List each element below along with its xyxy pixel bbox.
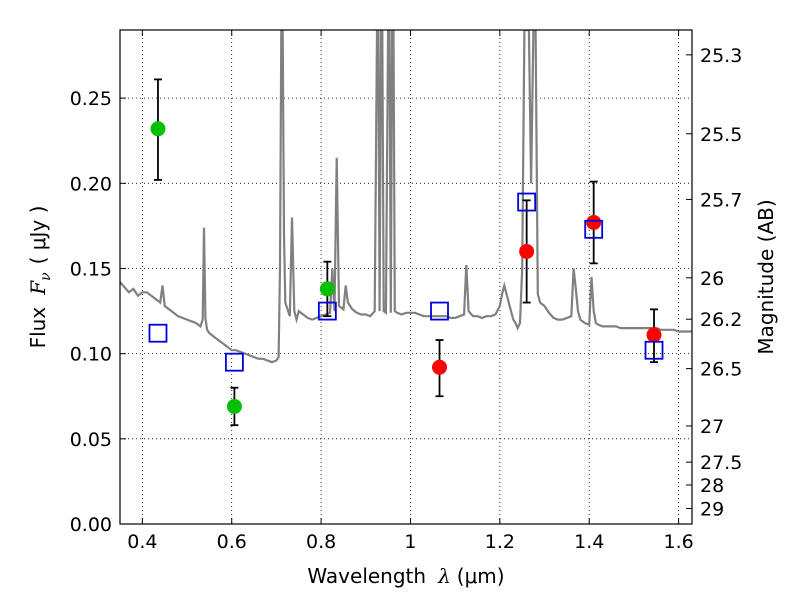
y-tick-label: 0.00 bbox=[70, 514, 112, 536]
right-tick-label: 25.7 bbox=[700, 189, 742, 211]
plot-frame bbox=[119, 29, 693, 525]
y-tick-label: 0.05 bbox=[70, 429, 112, 451]
model-photometry-point bbox=[317, 301, 337, 321]
model-spectrum bbox=[120, 30, 692, 364]
model-photometry-point bbox=[430, 301, 449, 321]
model-photometry-point bbox=[517, 192, 537, 212]
x-tick-label: 0.8 bbox=[306, 531, 336, 553]
x-tick-label: 1.2 bbox=[485, 531, 515, 553]
right-tick-label: 26 bbox=[700, 268, 724, 290]
x-axis-label: Wavelength λ (μm) bbox=[307, 564, 504, 588]
data-point bbox=[646, 327, 662, 343]
data-point bbox=[319, 281, 335, 297]
x-tick-label: 1.6 bbox=[663, 531, 693, 553]
data-point bbox=[432, 359, 448, 375]
data-point bbox=[226, 398, 242, 414]
data-points bbox=[148, 78, 664, 427]
y-tick-label: 0.20 bbox=[70, 173, 112, 195]
model-photometry-point bbox=[644, 340, 664, 360]
y-tick-label: 0.15 bbox=[70, 258, 112, 280]
right-tick-label: 26.5 bbox=[700, 359, 742, 381]
y-tick-label: 0.10 bbox=[70, 344, 112, 366]
right-tick-label: 29 bbox=[700, 498, 724, 520]
x-tick-label: 1.4 bbox=[574, 531, 604, 553]
right-tick-label: 25.3 bbox=[700, 45, 742, 67]
ticks: 0.4 0.6 0.8 1 1.2 1.4 1.6 0.00 0.05 0.10 0.15 0.20 0… bbox=[70, 30, 742, 553]
data-point bbox=[586, 214, 602, 230]
model-photometry-point bbox=[224, 352, 244, 372]
right-tick-label: 28 bbox=[700, 475, 724, 497]
right-tick-label: 27 bbox=[700, 416, 724, 438]
model-photometry-point bbox=[148, 323, 168, 343]
y-tick-label: 0.25 bbox=[70, 88, 112, 110]
x-tick-label: 0.6 bbox=[217, 531, 247, 553]
grid bbox=[120, 30, 692, 524]
right-tick-label: 27.5 bbox=[700, 452, 742, 474]
right-axis-label: Magnitude (AB) bbox=[754, 199, 778, 354]
model-photometry-point bbox=[584, 219, 604, 239]
spectrum-line bbox=[120, 30, 692, 364]
right-tick-label: 26.2 bbox=[700, 309, 742, 331]
right-tick-label: 25.5 bbox=[700, 124, 742, 146]
y-axis-label: FluxFν( μJy ) bbox=[26, 206, 54, 349]
x-tick-label: 0.4 bbox=[127, 531, 157, 553]
data-point bbox=[519, 243, 535, 259]
x-tick-label: 1 bbox=[404, 531, 416, 553]
data-point bbox=[150, 121, 166, 137]
